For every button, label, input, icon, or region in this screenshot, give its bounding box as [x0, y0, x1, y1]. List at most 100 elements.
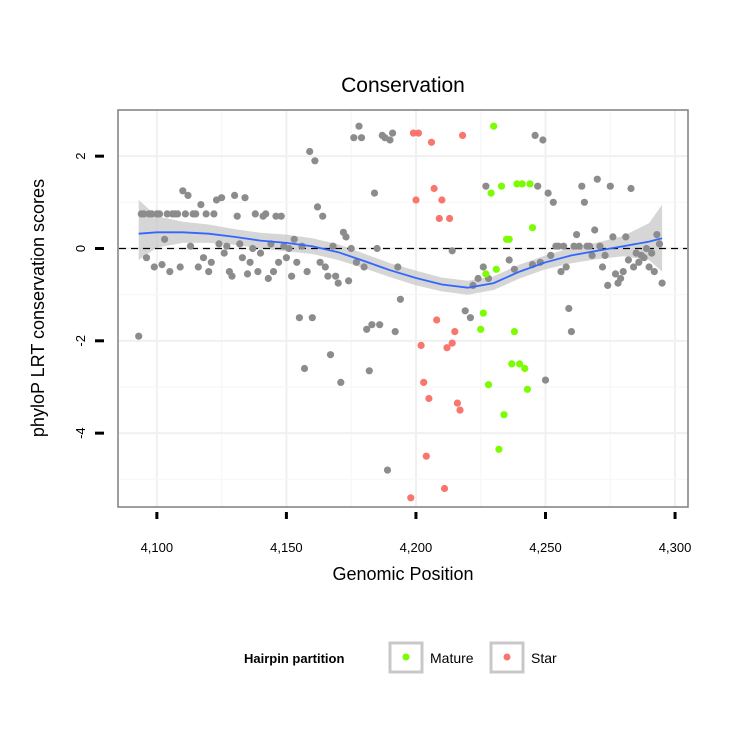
data-point-other — [466, 314, 474, 322]
data-point-other — [562, 263, 570, 271]
data-point-mature — [479, 309, 487, 317]
data-point-other — [479, 263, 487, 271]
data-point-other — [218, 194, 226, 202]
legend-mature-dot — [402, 653, 410, 661]
data-point-other — [578, 182, 586, 190]
data-point-other — [645, 263, 653, 271]
data-point-other — [176, 263, 184, 271]
data-point-other — [642, 244, 651, 253]
data-point-other — [194, 263, 202, 271]
data-point-other — [624, 256, 633, 264]
data-point-other — [277, 212, 285, 220]
data-point-star — [427, 138, 436, 146]
data-point-star — [448, 339, 456, 347]
data-point-other — [345, 277, 353, 285]
legend-entry-mature: Mature — [388, 641, 474, 674]
data-point-other — [655, 240, 664, 248]
data-point-other — [342, 233, 350, 241]
data-points — [135, 122, 666, 502]
data-point-other — [174, 210, 182, 218]
legend: Hairpin partition Mature Star — [244, 641, 557, 674]
plot-panel — [117, 109, 689, 508]
smooth-line-layer — [138, 231, 663, 289]
data-point-other — [350, 134, 358, 142]
data-point-other — [179, 187, 187, 195]
data-point-other — [282, 254, 290, 262]
data-point-other — [275, 258, 283, 266]
data-point-other — [249, 244, 257, 253]
data-point-other — [231, 191, 239, 199]
data-point-other — [580, 198, 589, 206]
data-point-other — [539, 136, 547, 144]
data-point-other — [207, 258, 215, 266]
data-point-other — [591, 226, 599, 234]
data-point-other — [389, 129, 397, 137]
data-point-other — [186, 242, 195, 250]
data-point-mature — [508, 360, 516, 368]
data-point-mature — [487, 189, 495, 197]
chart-title: Conservation — [341, 74, 465, 97]
data-point-mature — [528, 224, 537, 232]
legend-entry-star: Star — [489, 641, 557, 674]
data-point-other — [269, 268, 278, 276]
data-point-other — [601, 251, 609, 259]
data-point-other — [337, 378, 345, 386]
data-point-other — [303, 268, 311, 276]
data-point-other — [505, 256, 513, 264]
data-point-other — [619, 268, 627, 276]
data-point-star — [453, 399, 461, 407]
data-point-star — [407, 494, 415, 502]
data-point-other — [205, 268, 213, 276]
data-point-other — [573, 231, 581, 239]
data-point-other — [658, 279, 666, 287]
data-point-other — [223, 242, 231, 250]
data-point-other — [360, 263, 368, 271]
data-point-mature — [505, 235, 513, 243]
legend-label-mature: Mature — [430, 650, 474, 666]
data-point-other — [560, 242, 568, 250]
data-point-mature — [526, 180, 534, 188]
data-point-other — [373, 244, 381, 253]
data-point-other — [199, 254, 208, 262]
data-point-other — [246, 258, 254, 266]
data-point-other — [334, 279, 342, 287]
data-point-other — [570, 242, 578, 250]
data-point-other — [482, 182, 490, 190]
data-point-other — [238, 254, 246, 262]
data-point-mature — [484, 381, 493, 389]
data-point-other — [163, 210, 171, 218]
data-point-other — [383, 466, 392, 474]
data-point-other — [308, 314, 316, 322]
data-point-other — [365, 367, 373, 375]
data-point-star — [417, 341, 425, 349]
data-point-other — [386, 136, 394, 144]
data-point-other — [236, 240, 244, 248]
x-axis: 4,100 4,150 4,200 4,250 4,300 — [141, 512, 691, 555]
data-point-other — [135, 332, 143, 340]
data-point-other — [300, 364, 309, 373]
data-point-other — [293, 258, 301, 266]
data-point-other — [326, 351, 335, 359]
data-point-other — [352, 258, 360, 266]
data-point-other — [140, 210, 148, 218]
data-point-other — [363, 325, 371, 333]
data-point-star — [438, 196, 446, 204]
data-point-other — [347, 244, 355, 253]
y-tick-label: 2 — [73, 153, 88, 160]
data-point-star — [435, 214, 443, 223]
data-point-other — [228, 272, 236, 280]
data-point-other — [295, 314, 303, 322]
data-point-other — [593, 175, 601, 183]
data-point-mature — [516, 360, 524, 368]
data-point-other — [210, 210, 218, 218]
data-point-mature — [518, 180, 526, 188]
data-point-mature — [497, 182, 506, 190]
data-point-other — [461, 307, 469, 315]
data-point-other — [184, 191, 192, 199]
data-point-other — [640, 254, 648, 262]
data-point-other — [448, 247, 456, 255]
data-point-other — [598, 263, 607, 271]
data-point-other — [332, 272, 340, 280]
data-point-mature — [500, 411, 508, 419]
data-point-other — [316, 258, 324, 266]
